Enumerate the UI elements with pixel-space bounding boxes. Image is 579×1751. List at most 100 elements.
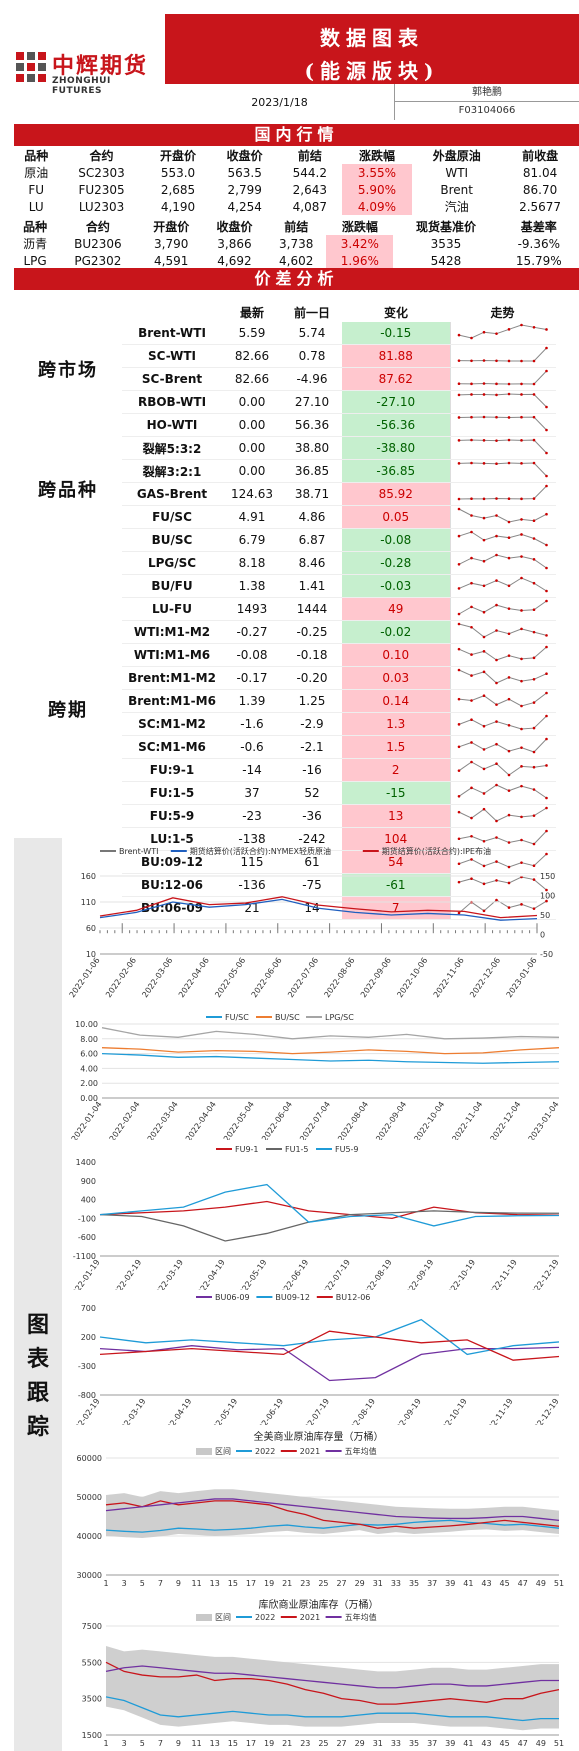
domestic-cell: 4,190	[160, 199, 196, 214]
page-subtitle: (能源版块)	[304, 59, 440, 83]
spread-trend	[449, 505, 556, 529]
domestic-row: LU LU2303 4,190 4,254 4,087 4.09% 汽油 2.5677	[14, 198, 579, 215]
x-tick-label: 2022-12-04	[489, 1100, 523, 1140]
author-block: 郭艳鹏 F03104066	[395, 84, 579, 120]
sparkline-point	[519, 382, 523, 386]
spread-change: 104	[342, 827, 450, 851]
spread-prev: 8.46	[282, 551, 342, 575]
x-tick-label: 2022-08-19	[360, 1258, 394, 1290]
x-tick-label: 41	[463, 1739, 473, 1748]
y-tick-label: 400	[81, 1196, 96, 1205]
header-change: 变化	[383, 306, 408, 320]
spread-trend	[449, 712, 556, 736]
x-tick-label: 43	[481, 1579, 491, 1588]
sparkline-point	[469, 625, 473, 629]
spread-change: 2	[342, 758, 450, 782]
domestic-header-cell: 涨跌幅	[341, 220, 378, 234]
sparkline-point	[519, 323, 523, 327]
sparkline-point	[507, 536, 510, 539]
sparkline	[457, 369, 548, 386]
x-tick-label: 2022-10-19	[443, 1258, 477, 1290]
x-tick-label: 2022-12-06	[468, 956, 502, 999]
sparkline-point	[507, 841, 510, 844]
spread-change: -61	[342, 873, 450, 897]
x-tick-label: 9	[176, 1739, 181, 1748]
sparkline-point	[469, 699, 473, 702]
sparkline-point	[469, 461, 473, 465]
sparkline-point	[544, 899, 548, 903]
sparkline-point	[532, 788, 535, 791]
sparkline-point	[532, 630, 535, 634]
sparkline-point	[482, 462, 485, 465]
spread-latest: 1.39	[222, 689, 282, 713]
sparkline-point	[544, 451, 548, 455]
spread-prev: -0.20	[282, 666, 342, 690]
spread-name: Brent:M1-M2	[122, 666, 222, 690]
domestic-cell: 沥青	[23, 237, 48, 251]
spread-row: HO-WTI 0.00 56.36 -56.36	[122, 413, 556, 437]
sparkline	[457, 668, 548, 685]
sparkline	[457, 576, 548, 593]
x-tick-label: 31	[373, 1739, 383, 1748]
sparkline-point	[457, 562, 460, 566]
sparkline-point	[494, 603, 498, 607]
sparkline-point	[532, 765, 535, 769]
sparkline-point	[457, 837, 460, 841]
header-prev: 前一日	[293, 306, 330, 320]
domestic-cell: LU2303	[78, 199, 125, 214]
sparkline-point	[494, 860, 498, 863]
legend-label: FU1-5	[285, 1145, 309, 1154]
sparkline-point	[532, 519, 535, 522]
spread-name: FU:9-1	[122, 758, 222, 782]
series-line	[105, 1498, 560, 1522]
sparkline-point	[532, 842, 535, 846]
sparkline-point	[469, 674, 473, 677]
spread-name: 裂解3:2:1	[122, 459, 222, 483]
x-tick-label: 2022-09-04	[374, 1100, 408, 1140]
sparkline-point	[482, 650, 485, 653]
y2-tick-label: 150	[540, 872, 555, 881]
spread-trend	[449, 850, 556, 874]
sparkline-point	[469, 530, 473, 534]
domestic-cell: 1.96%	[326, 252, 394, 269]
sparkline	[457, 484, 548, 501]
x-tick-label: 35	[409, 1739, 419, 1748]
sparkline-point	[519, 518, 523, 521]
tracking-char: 跟	[26, 1380, 49, 1406]
domestic-cell: 5.90%	[341, 181, 413, 198]
spread-name: SC:M1-M2	[122, 712, 222, 736]
legend-swatch	[196, 1614, 212, 1621]
y-tick-label: 2.00	[80, 1079, 98, 1088]
sparkline-point	[482, 439, 485, 442]
x-tick-label: 2022-09-19	[401, 1258, 435, 1290]
x-tick-label: 15	[228, 1739, 238, 1748]
spread-trend	[449, 827, 556, 851]
x-tick-label: 2022-01-06	[68, 956, 102, 999]
spread-prev: 1444	[282, 597, 342, 621]
spread-latest: 4.91	[222, 505, 282, 529]
tracking-char: 图	[26, 1312, 49, 1338]
spread-row: LPG/SC 8.18 8.46 -0.28	[122, 551, 556, 575]
spread-name: FU/SC	[122, 505, 222, 529]
spread-change: 0.05	[342, 505, 450, 529]
x-tick-label: 3	[122, 1579, 127, 1588]
spread-prev: -4.96	[282, 367, 342, 391]
x-tick-label: 2022-10-19	[435, 1397, 469, 1425]
legend-label: Brent-WTI	[119, 847, 158, 856]
domestic-header-cell: 品种	[23, 220, 48, 234]
domestic-cell: FU2305	[78, 182, 125, 197]
spread-name: FU:5-9	[122, 804, 222, 828]
y-tick-label: 5500	[82, 1658, 102, 1667]
sparkline-point	[519, 765, 523, 768]
sparkline-point	[544, 543, 548, 547]
spread-change: 0.10	[342, 643, 450, 667]
domestic-row: LPG PG2302 4,591 4,692 4,602 1.96% 5428 15.79%	[14, 252, 579, 269]
spread-row: RBOB-WTI 0.00 27.10 -27.10	[122, 390, 556, 414]
spread-trend	[449, 758, 556, 782]
sparkline-point	[544, 764, 548, 767]
sparkline-point	[482, 635, 485, 639]
sparkline-point	[482, 559, 485, 563]
domestic-cell: LPG	[23, 253, 47, 268]
sparkline-point	[532, 359, 535, 363]
domestic-table-1: 品种 合约 开盘价 收盘价 前结 涨跌幅 外盘原油 前收盘 原油 SC2303 553.0 563.5…	[14, 147, 579, 215]
